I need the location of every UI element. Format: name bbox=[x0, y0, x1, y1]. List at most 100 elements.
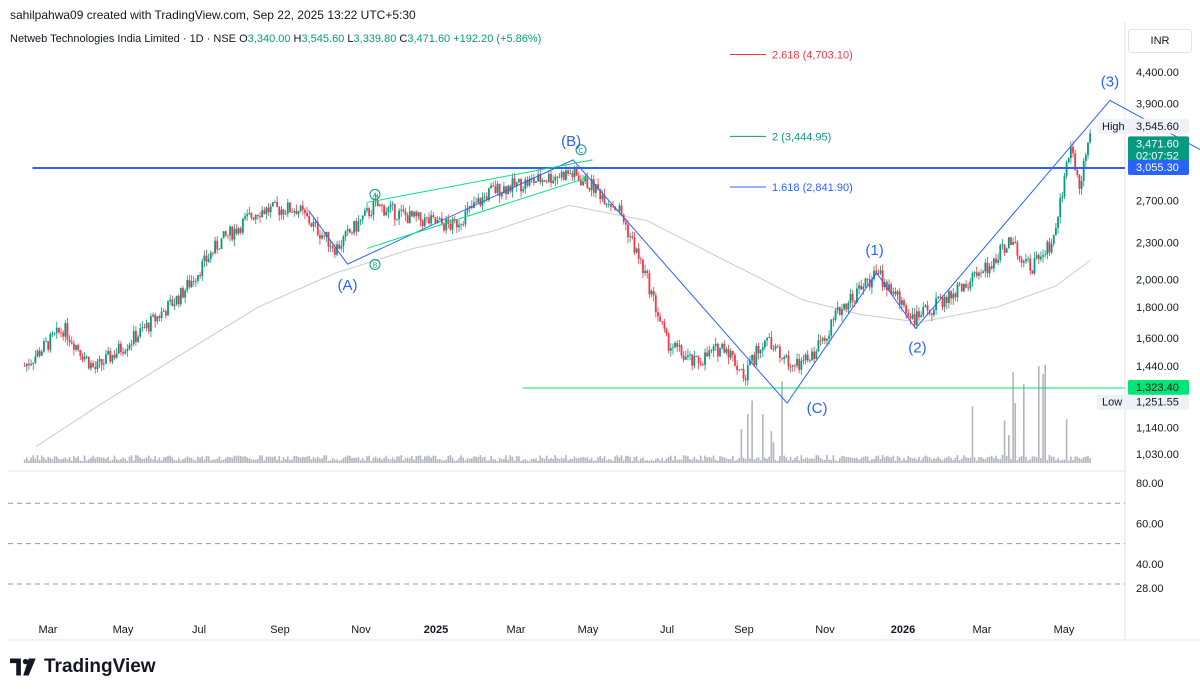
volume-bar bbox=[235, 456, 238, 463]
volume-bar bbox=[875, 456, 877, 463]
candle-body bbox=[128, 344, 131, 349]
price-tag-label: Low bbox=[1102, 397, 1122, 409]
candles-layer bbox=[23, 129, 1092, 386]
volume-bar bbox=[145, 457, 148, 463]
candle-body bbox=[520, 179, 522, 192]
candle-body bbox=[783, 356, 786, 359]
volume-bar bbox=[789, 456, 792, 463]
candle-body bbox=[669, 348, 672, 351]
candle-body bbox=[314, 222, 317, 223]
candle-body bbox=[952, 293, 955, 299]
volume-bar bbox=[340, 459, 343, 463]
volume-bar bbox=[618, 457, 621, 463]
volume-bar bbox=[774, 459, 777, 463]
volume-bar bbox=[505, 455, 507, 463]
candle-body bbox=[1025, 259, 1027, 262]
volume-bar bbox=[316, 456, 319, 463]
volume-bar bbox=[530, 458, 533, 463]
candle-body bbox=[212, 252, 214, 254]
candle-body bbox=[858, 285, 860, 289]
volume-bar bbox=[92, 455, 94, 463]
rsi-tick-label: 80.00 bbox=[1136, 478, 1164, 490]
volume-bar bbox=[877, 455, 880, 463]
price-tick-label: 2,300.00 bbox=[1136, 238, 1179, 250]
candle-body bbox=[406, 215, 409, 224]
candle-body bbox=[366, 208, 368, 211]
candle-body bbox=[774, 346, 777, 349]
volume-bar bbox=[287, 456, 289, 463]
candle-body bbox=[398, 210, 400, 220]
candle-body bbox=[297, 211, 300, 215]
volume-bar bbox=[680, 459, 683, 463]
volume-bar bbox=[192, 459, 195, 463]
volume-bar bbox=[323, 455, 325, 463]
volume-bar bbox=[312, 456, 315, 463]
candle-body bbox=[710, 350, 713, 352]
candle-body bbox=[171, 299, 174, 307]
volume-bar bbox=[180, 460, 182, 463]
volume-bar bbox=[430, 457, 432, 463]
candle-body bbox=[310, 223, 313, 227]
candle-body bbox=[81, 355, 84, 360]
candle-body bbox=[158, 316, 161, 318]
volume-bar bbox=[1055, 460, 1057, 463]
volume-bar bbox=[545, 455, 548, 463]
price-tick-label: 1,600.00 bbox=[1136, 333, 1179, 345]
candle-body bbox=[785, 355, 788, 357]
volume-bar bbox=[88, 459, 90, 463]
candle-body bbox=[614, 206, 617, 211]
candle-body bbox=[331, 246, 334, 249]
volume-bar bbox=[25, 457, 28, 463]
volume-bar bbox=[310, 459, 313, 463]
volume-bar bbox=[434, 456, 437, 463]
volume-bar bbox=[978, 457, 980, 463]
candle-body bbox=[832, 319, 835, 321]
candle-body bbox=[445, 219, 448, 231]
volume-layer bbox=[23, 364, 1091, 463]
candle-body bbox=[483, 196, 486, 198]
candle-body bbox=[646, 270, 649, 274]
candle-body bbox=[879, 270, 882, 274]
volume-bar bbox=[697, 460, 700, 463]
candle-body bbox=[199, 275, 201, 277]
close-label: C bbox=[399, 33, 408, 45]
volume-bar bbox=[43, 457, 45, 463]
wave-path-line bbox=[308, 99, 1200, 404]
volume-bar bbox=[334, 459, 336, 463]
volume-bar bbox=[398, 456, 400, 463]
volume-bar bbox=[811, 458, 813, 463]
volume-bar bbox=[736, 460, 738, 463]
volume-bar bbox=[385, 455, 388, 463]
volume-bar bbox=[629, 457, 631, 463]
candle-body bbox=[650, 290, 653, 295]
volume-bar bbox=[824, 459, 826, 463]
volume-bar bbox=[1070, 456, 1072, 463]
volume-bar bbox=[933, 458, 935, 463]
price-tag-value: 3,055.30 bbox=[1136, 162, 1179, 174]
volume-bar bbox=[413, 459, 415, 463]
volume-bar bbox=[224, 458, 227, 463]
candle-body bbox=[556, 176, 559, 178]
candle-body bbox=[117, 343, 120, 354]
candle-body bbox=[654, 295, 657, 313]
candle-body bbox=[1012, 241, 1015, 245]
candle-body bbox=[678, 345, 681, 347]
candle-body bbox=[186, 280, 189, 291]
candle-body bbox=[49, 334, 52, 350]
candle-body bbox=[586, 176, 589, 189]
candle-body bbox=[808, 360, 811, 362]
volume-bar bbox=[143, 458, 146, 463]
volume-bar bbox=[471, 458, 473, 463]
wave-label: (C) bbox=[807, 400, 828, 417]
candle-body bbox=[425, 217, 428, 219]
currency-selector[interactable]: INR bbox=[1128, 29, 1192, 53]
volume-bar bbox=[571, 459, 574, 463]
candle-body bbox=[749, 360, 751, 366]
moving-average-line bbox=[36, 204, 1091, 447]
candle-body bbox=[513, 178, 516, 186]
volume-bar bbox=[577, 458, 580, 463]
candle-body bbox=[323, 235, 326, 237]
volume-bar bbox=[344, 456, 347, 463]
volume-bar bbox=[205, 455, 208, 463]
